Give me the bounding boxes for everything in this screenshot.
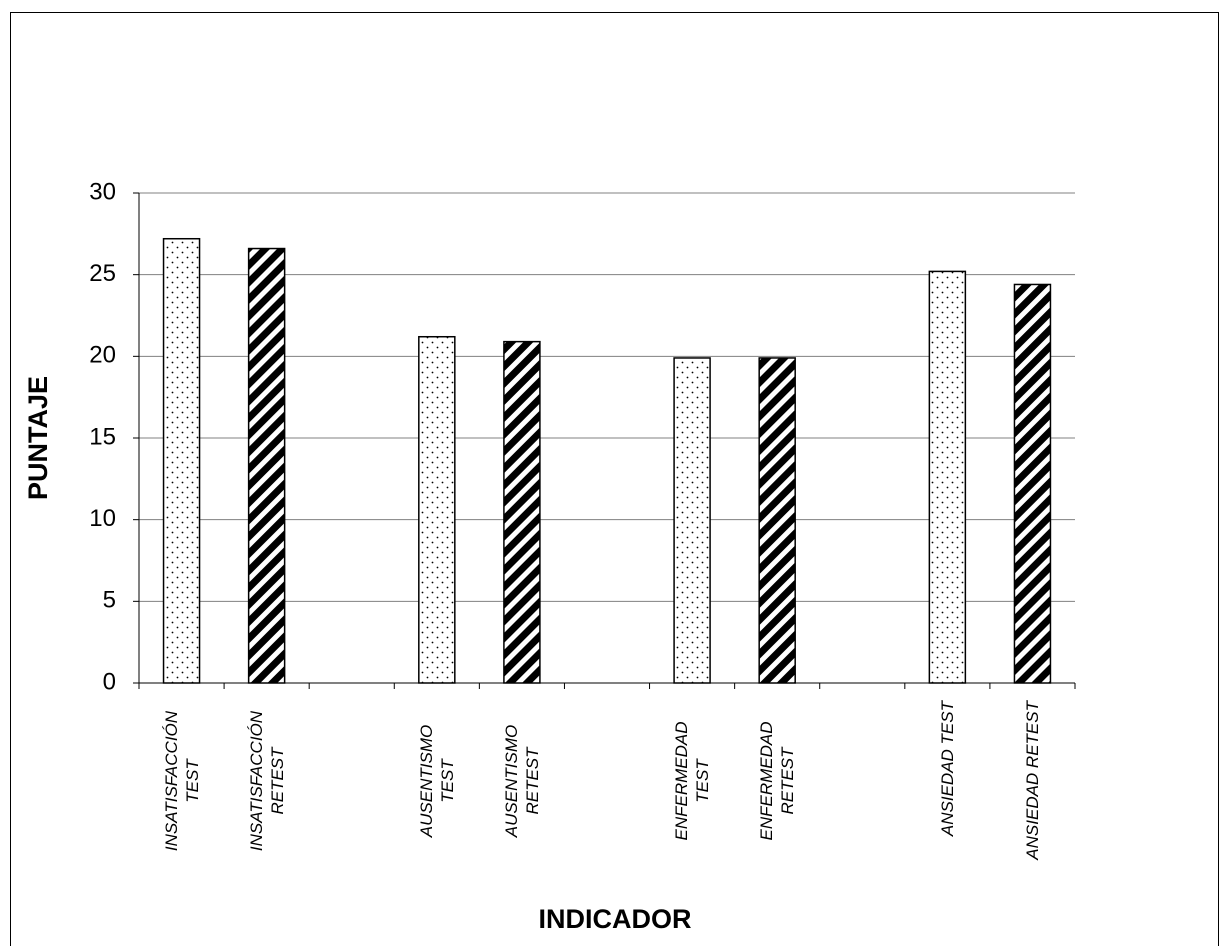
x-tick-label: AUSENTISMO RETEST — [499, 701, 545, 901]
y-tick-label: 0 — [103, 668, 116, 695]
x-tick-label: AUSENTISMO TEST — [414, 701, 460, 901]
y-tick-label: 5 — [103, 587, 116, 614]
x-tick-label: INSATISFACCIÓN RETEST — [244, 701, 290, 901]
x-tick-label-text: ANSIEDAD RETEST — [1022, 701, 1042, 860]
bar — [247, 247, 286, 684]
bar — [758, 357, 796, 684]
bar — [162, 237, 201, 684]
x-tick-label-text: INSATISFACCIÓN RETEST — [246, 710, 287, 852]
y-tick-label: 20 — [89, 342, 116, 369]
bar — [1013, 283, 1052, 684]
x-tick-label-text: INSATISFACCIÓN TEST — [161, 710, 202, 852]
y-tick-label: 15 — [89, 423, 116, 450]
y-tick-label: 10 — [89, 505, 116, 532]
x-tick-label: INSATISFACCIÓN TEST — [159, 701, 205, 901]
x-tick-label-text: AUSENTISMO TEST — [416, 724, 457, 838]
y-tick-label: 30 — [89, 178, 116, 205]
x-tick-label: ENFERMEDAD RETEST — [754, 701, 800, 901]
bar — [418, 335, 456, 684]
x-tick-label: ANSIEDAD RETEST — [1009, 701, 1055, 901]
x-tick-label: ENFERMEDAD TEST — [669, 701, 715, 901]
y-axis-title: PUNTAJE — [23, 376, 53, 500]
x-tick-label-text: ENFERMEDAD RETEST — [757, 721, 798, 841]
x-tick-label-text: ANSIEDAD TEST — [937, 701, 957, 837]
bar — [673, 357, 711, 684]
frame — [10, 12, 1219, 946]
x-tick-label-text: AUSENTISMO RETEST — [501, 724, 542, 838]
bar — [503, 340, 541, 684]
x-axis-title: INDICADOR — [539, 904, 692, 934]
x-tick-label-text: ENFERMEDAD TEST — [672, 721, 713, 841]
y-tick-label: 25 — [89, 260, 116, 287]
x-tick-label: ANSIEDAD TEST — [924, 701, 970, 901]
bar — [928, 270, 967, 684]
